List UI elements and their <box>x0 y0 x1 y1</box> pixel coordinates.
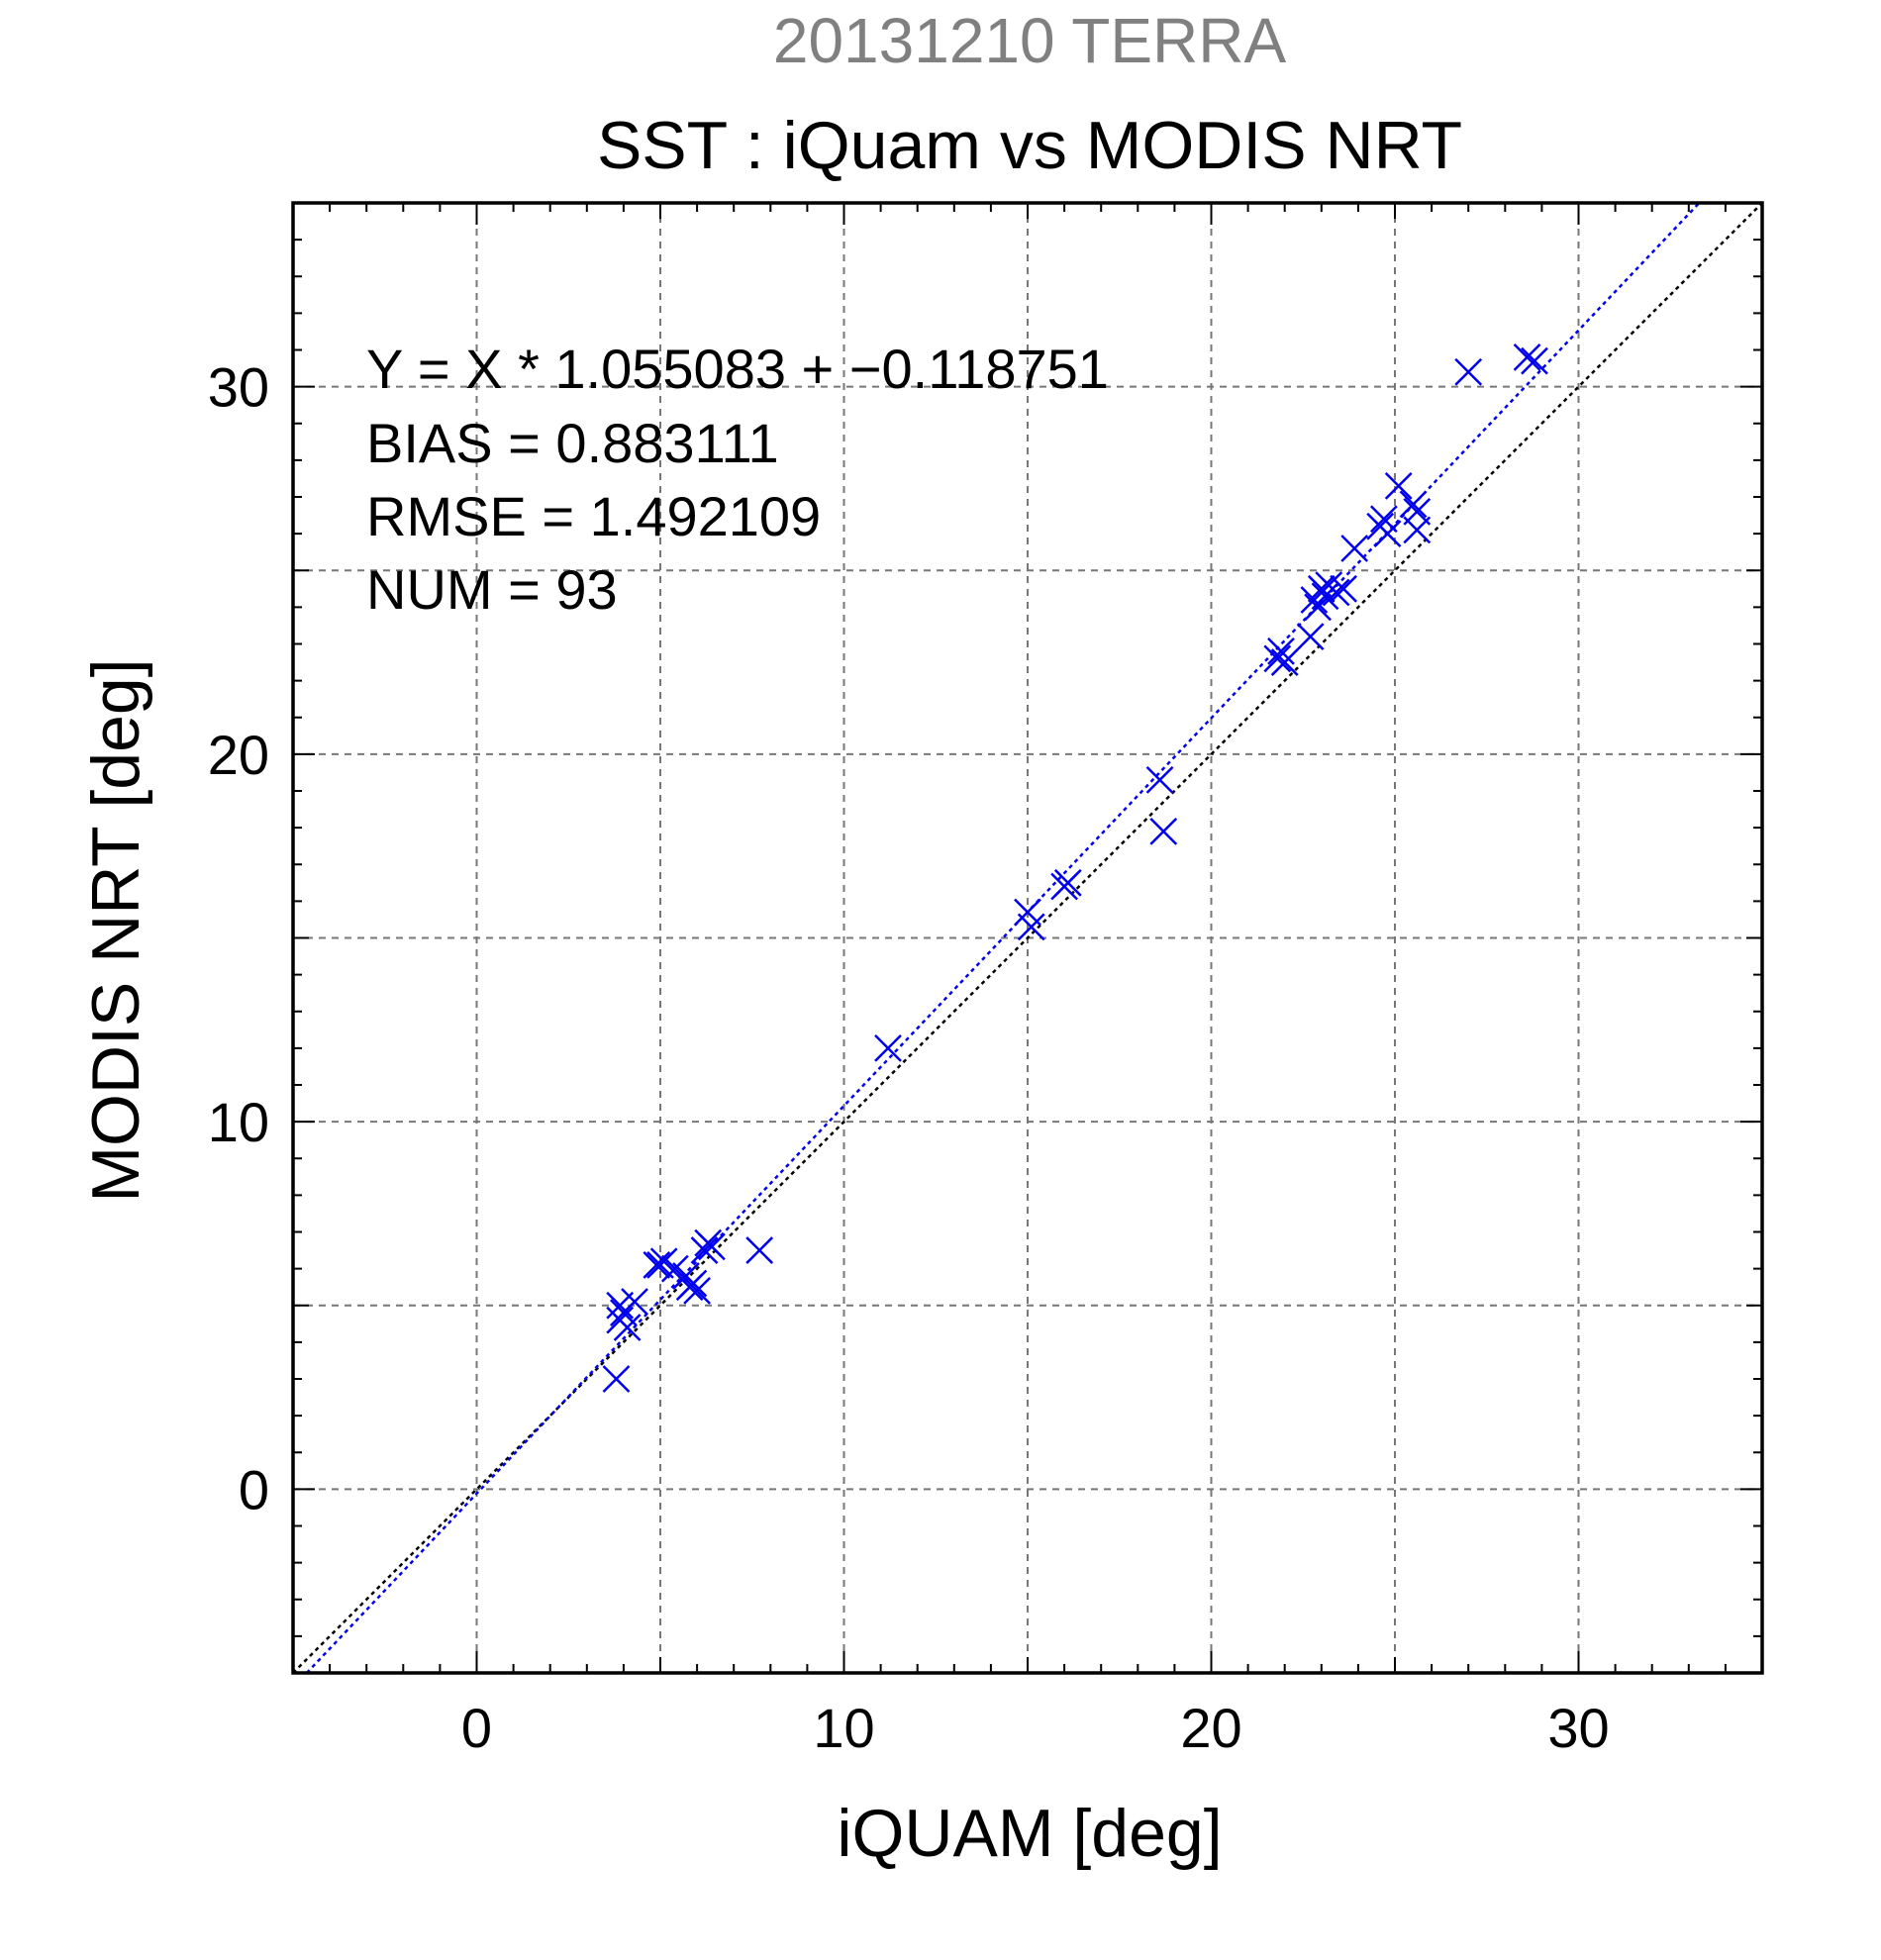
y-axis-label: MODIS NRT [deg] <box>78 658 153 1202</box>
data-point-stroke <box>1369 505 1398 534</box>
data-point-stroke <box>1322 578 1350 607</box>
tick-labels: 0 10 20 30 0 10 20 30 <box>208 356 1610 1759</box>
data-point-stroke <box>745 1236 774 1264</box>
grid-lines <box>293 203 1762 1673</box>
data-point <box>1322 578 1350 607</box>
x-tick-label: 30 <box>1547 1697 1609 1759</box>
data-point-stroke <box>1263 644 1292 673</box>
data-point <box>1521 346 1548 375</box>
data-point-stroke <box>1384 471 1413 500</box>
x-axis-label: iQUAM [deg] <box>837 1796 1222 1871</box>
data-points <box>602 343 1548 1393</box>
data-point-stroke <box>649 1247 678 1276</box>
data-point-stroke <box>1270 648 1299 676</box>
data-point-stroke <box>1373 520 1402 548</box>
stats-annotation: Y = X * 1.055083 + −0.118751 BIAS = 0.88… <box>366 338 1109 621</box>
data-point <box>1454 357 1483 386</box>
data-point <box>1296 623 1325 650</box>
data-point <box>690 1236 719 1264</box>
data-point-stroke <box>1017 913 1045 941</box>
data-point <box>621 1288 648 1316</box>
data-point-stroke <box>1014 898 1041 927</box>
chart-title: 20131210 TERRA <box>773 5 1287 76</box>
data-point <box>1149 817 1178 845</box>
data-point <box>1145 765 1174 794</box>
reference-lines <box>292 202 1763 1674</box>
data-point <box>874 1033 902 1062</box>
x-tick-label: 10 <box>813 1697 874 1759</box>
data-point-stroke <box>1307 574 1336 603</box>
data-point-stroke <box>1296 623 1325 650</box>
data-point-stroke <box>1403 497 1432 526</box>
y-tick-label: 20 <box>208 724 269 786</box>
y-tick-label: 10 <box>208 1091 269 1153</box>
y-tick-label: 0 <box>239 1458 269 1520</box>
identity-line <box>292 202 1763 1674</box>
data-point <box>1373 520 1402 548</box>
data-point-stroke <box>874 1033 902 1062</box>
data-point <box>1053 868 1082 897</box>
data-point-stroke <box>1513 343 1541 371</box>
data-point-stroke <box>1311 582 1339 611</box>
data-point <box>1399 490 1428 519</box>
data-point-stroke <box>643 1251 671 1279</box>
num-text: NUM = 93 <box>366 558 618 621</box>
data-point <box>1270 648 1299 676</box>
data-point-stroke <box>683 1277 711 1305</box>
data-point-stroke <box>660 1254 689 1283</box>
data-point-stroke <box>1399 490 1428 519</box>
y-tick-label: 30 <box>208 356 269 419</box>
data-point <box>1513 343 1541 371</box>
rmse-text: RMSE = 1.492109 <box>366 485 821 547</box>
fit-equation-text: Y = X * 1.055083 + −0.118751 <box>366 338 1109 400</box>
data-point <box>1267 637 1295 665</box>
data-point-stroke <box>1149 817 1178 845</box>
data-point <box>745 1236 774 1264</box>
plot-frame <box>291 201 1764 1675</box>
data-point-stroke <box>1053 868 1082 897</box>
data-point <box>643 1251 671 1279</box>
data-point <box>1384 471 1413 500</box>
fit-line <box>305 202 1701 1674</box>
data-point <box>698 1232 726 1261</box>
data-point <box>602 1365 631 1393</box>
data-point-stroke <box>602 1365 631 1393</box>
data-point <box>1017 913 1045 941</box>
data-point-stroke <box>698 1232 726 1261</box>
data-point <box>1403 497 1432 526</box>
chart-subtitle: SST : iQuam vs MODIS NRT <box>597 108 1462 183</box>
data-point <box>613 1314 642 1341</box>
data-point-stroke <box>1330 574 1357 603</box>
data-point <box>679 1269 708 1298</box>
data-point-stroke <box>1145 765 1174 794</box>
data-point-stroke <box>613 1314 642 1341</box>
data-point-stroke <box>1340 535 1369 562</box>
data-point <box>683 1277 711 1305</box>
data-point-stroke <box>1454 357 1483 386</box>
data-point-stroke <box>621 1288 648 1316</box>
data-point <box>1263 644 1292 673</box>
data-point-stroke <box>679 1269 708 1298</box>
x-tick-label: 20 <box>1180 1697 1241 1759</box>
bias-text: BIAS = 0.883111 <box>366 412 779 474</box>
data-point <box>1340 535 1369 562</box>
x-tick-label: 0 <box>461 1697 492 1759</box>
data-point-stroke <box>690 1236 719 1264</box>
data-point <box>1330 574 1357 603</box>
data-point <box>1311 582 1339 611</box>
data-point-stroke <box>1267 637 1295 665</box>
data-point-stroke <box>1521 346 1548 375</box>
